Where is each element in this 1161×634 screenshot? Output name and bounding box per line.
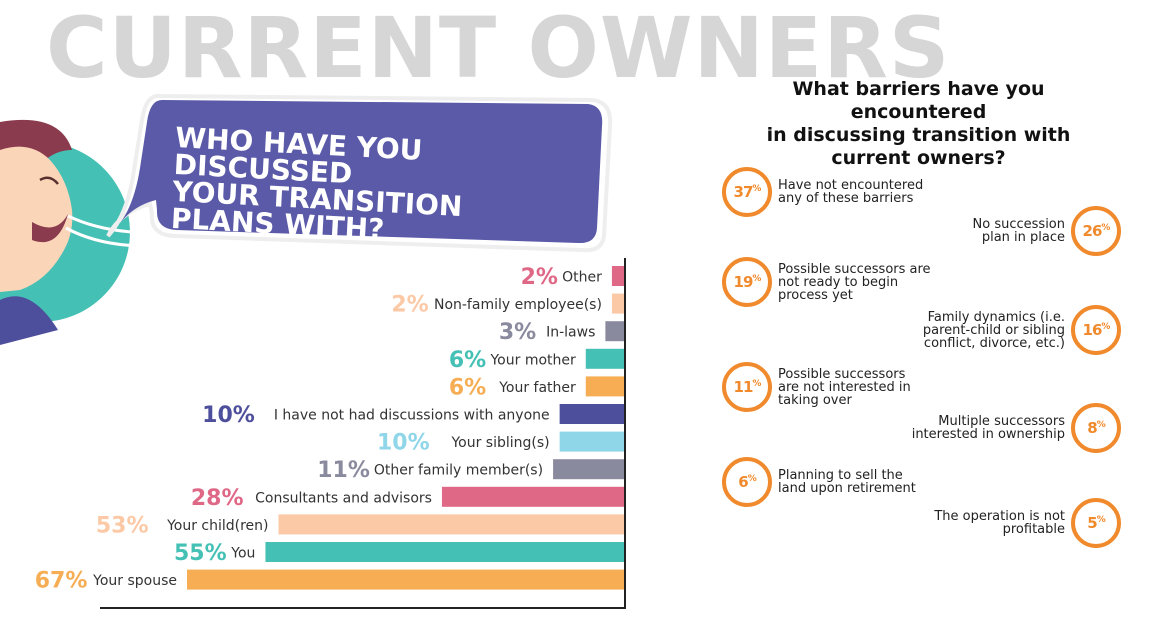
bar-value-label: 67% [35, 569, 88, 594]
bar-value-label: 6% [449, 348, 486, 373]
percent-value: 19% [733, 273, 762, 291]
bar-10 [265, 542, 625, 562]
percent-value: 8% [1087, 419, 1106, 437]
barrier-item: 26% No succession plan in place [973, 206, 1121, 256]
speech-line [65, 226, 181, 248]
percent-sign: % [1096, 515, 1106, 525]
mouth-icon [32, 214, 68, 243]
bar-value-label: 11% [317, 458, 370, 483]
bar-category-label: Your child(ren) [166, 518, 268, 534]
bubble-title: WHO HAVE YOU DISCUSSED YOUR TRANSITION P… [170, 121, 464, 247]
percent-badge: 26% [1071, 206, 1121, 256]
percent-sign: % [1101, 322, 1110, 332]
bar-4 [585, 376, 625, 397]
barrier-text: The operation is not profitable [934, 509, 1065, 537]
barrier-item: 8% Multiple successors interested in owne… [912, 403, 1121, 453]
barrier-text: Possible successors are not interested i… [778, 366, 911, 408]
percent-value: 5% [1087, 514, 1106, 532]
bar-1 [611, 293, 625, 314]
bar-7 [553, 459, 625, 480]
bar-category-label: I have not had discussions with anyone [274, 408, 550, 424]
bar-category-label: Your father [498, 380, 576, 396]
barrier-text: Possible successors are not ready to beg… [778, 261, 931, 303]
barrier-item: 16% Family dynamics (i.e. parent-child or… [923, 305, 1121, 355]
bar-category-label: Other [562, 270, 602, 286]
bar-0 [611, 266, 625, 286]
percent-sign: % [752, 379, 761, 389]
bar-value-label: 10% [377, 431, 430, 456]
bar-category-label: You [230, 546, 255, 562]
page-title: CURRENT OWNERS [46, 0, 951, 97]
barrier-text: Planning to sell the land upon retiremen… [778, 468, 916, 496]
percent-value: 37% [733, 183, 762, 201]
bar-value-label: 55% [174, 541, 227, 566]
percent-value: 6% [738, 473, 757, 491]
bar-category-label: In-laws [546, 325, 595, 341]
percent-sign: % [752, 274, 761, 284]
bar-11 [187, 569, 625, 590]
percent-badge: 16% [1071, 305, 1121, 355]
percent-sign: % [752, 184, 761, 194]
bar-category-label: Your spouse [92, 573, 177, 589]
bar-category-label: Your mother [489, 352, 576, 368]
bar-2 [605, 321, 625, 342]
bar-value-label: 6% [449, 375, 486, 400]
bar-value-label: 2% [391, 293, 428, 318]
barrier-text: No succession plan in place [972, 217, 1065, 245]
bar-value-label: 3% [499, 320, 536, 345]
bar-value-label: 53% [96, 513, 149, 538]
bar-category-label: Other family member(s) [374, 463, 543, 479]
barrier-item: 11% Possible successors are not intereste… [722, 362, 911, 412]
barrier-item: 37% Have not encountered any of these bar… [722, 167, 923, 217]
percent-badge: 6% [722, 457, 772, 507]
bar-5 [559, 404, 625, 424]
percent-value: 26% [1082, 222, 1111, 240]
percent-value: 16% [1082, 321, 1111, 339]
bar-category-label: Your sibling(s) [450, 435, 549, 451]
percent-badge: 19% [722, 257, 772, 307]
face-shape [0, 146, 73, 292]
bar-category-label: Non-family employee(s) [434, 297, 602, 313]
speech-illustration [0, 93, 613, 345]
percent-value: 11% [733, 378, 762, 396]
percent-badge: 8% [1071, 403, 1121, 453]
shoulder-shape [0, 296, 58, 345]
bar-6 [559, 431, 625, 452]
bar-value-label: 28% [191, 486, 244, 511]
barrier-text: Family dynamics (i.e. parent-child or si… [922, 309, 1065, 351]
bar-value-label: 10% [202, 403, 255, 428]
bar-category-label: Consultants and advisors [255, 490, 432, 506]
bar-8 [441, 486, 625, 507]
bar-3 [585, 348, 625, 369]
percent-badge: 37% [722, 167, 772, 217]
bar-value-label: 2% [521, 265, 558, 290]
eye-icon [39, 176, 59, 185]
percent-badge: 5% [1071, 498, 1121, 548]
barriers-question: What barriers have you encountered in di… [766, 78, 1071, 169]
barrier-item: 19% Possible successors are not ready to … [722, 257, 931, 307]
bar-9 [278, 514, 625, 535]
barrier-text: Multiple successors interested in owners… [911, 414, 1065, 442]
percent-sign: % [1096, 420, 1106, 430]
barrier-item: 5% The operation is not profitable [934, 498, 1121, 548]
percent-badge: 11% [722, 362, 772, 412]
speech-bubble [118, 100, 603, 244]
barrier-item: 6% Planning to sell the land upon retirem… [722, 457, 916, 507]
percent-sign: % [747, 474, 757, 484]
barrier-text: Have not encountered any of these barrie… [778, 178, 924, 206]
percent-sign: % [1101, 223, 1110, 233]
